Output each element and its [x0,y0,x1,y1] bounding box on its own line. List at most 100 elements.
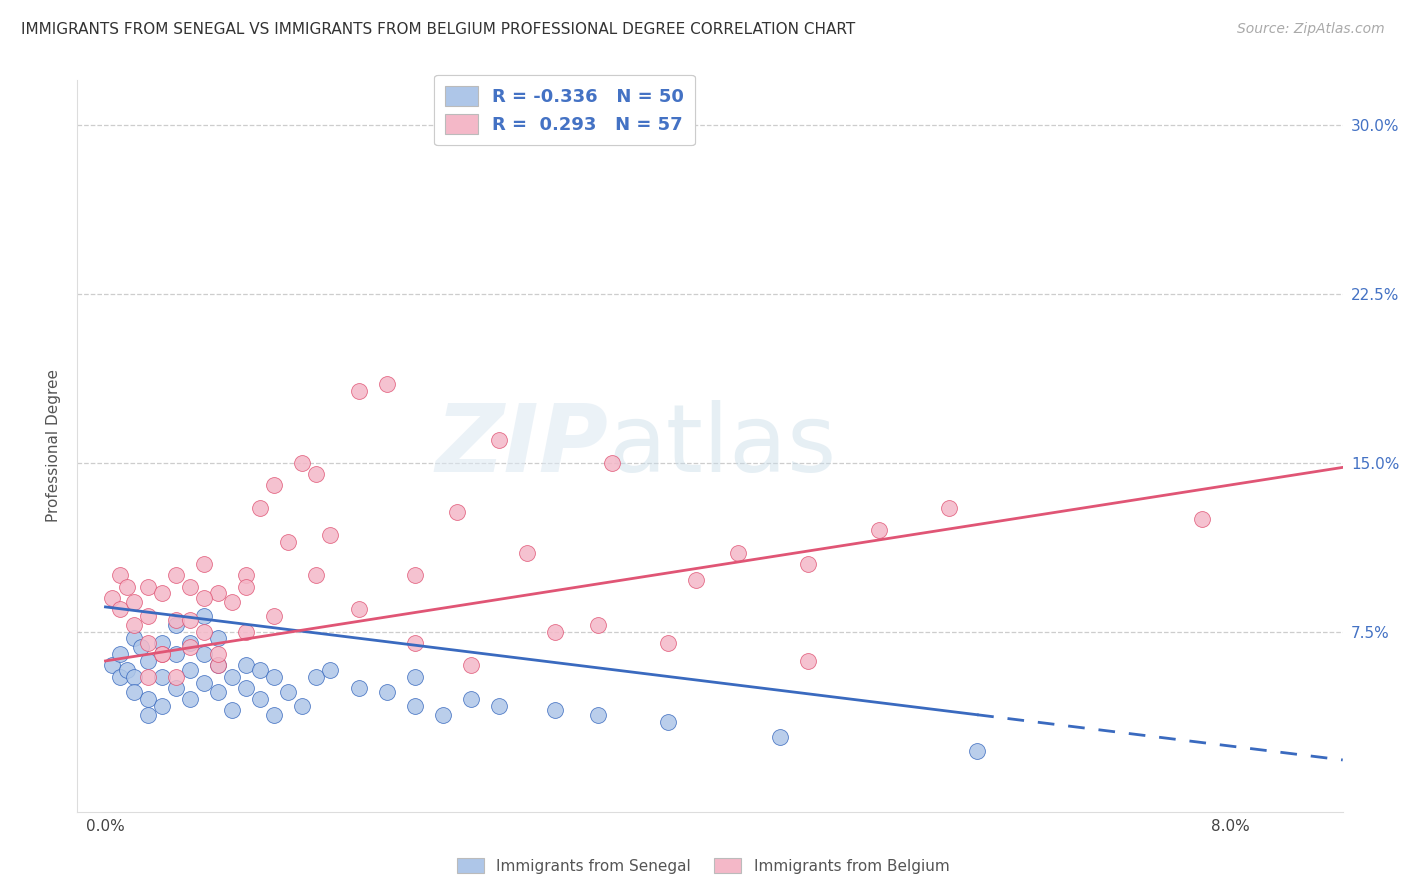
Point [150,636,173,650]
Point [207,658,229,673]
Point [193,647,215,661]
Point [165,647,187,661]
Text: IMMIGRANTS FROM SENEGAL VS IMMIGRANTS FROM BELGIUM PROFESSIONAL DEGREE CORRELATI: IMMIGRANTS FROM SENEGAL VS IMMIGRANTS FR… [21,22,855,37]
Point [685,573,707,587]
Text: ZIP: ZIP [436,400,609,492]
Point [165,681,187,695]
Point [797,654,820,668]
Point [150,647,173,661]
Point [263,708,285,723]
Point [263,478,285,492]
Point [150,698,173,713]
Point [544,703,567,717]
Point [136,636,159,650]
Point [115,580,138,594]
Point [347,681,370,695]
Point [657,714,679,729]
Point [136,692,159,706]
Point [404,636,426,650]
Point [404,568,426,582]
Point [136,580,159,594]
Point [305,467,328,482]
Point [375,685,398,699]
Point [235,580,257,594]
Point [108,568,131,582]
Point [347,384,370,398]
Point [165,568,187,582]
Point [193,624,215,639]
Point [263,608,285,623]
Point [319,528,342,542]
Point [179,640,201,655]
Point [460,692,482,706]
Point [193,608,215,623]
Point [108,647,131,661]
Point [122,595,145,609]
Point [868,524,890,538]
Point [235,681,257,695]
Point [193,557,215,571]
Point [122,618,145,632]
Point [165,614,187,628]
Point [108,670,131,684]
Point [657,636,679,650]
Point [488,698,510,713]
Point [150,647,173,661]
Point [291,456,314,470]
Point [488,434,510,448]
Text: Source: ZipAtlas.com: Source: ZipAtlas.com [1237,22,1385,37]
Point [207,632,229,646]
Point [136,654,159,668]
Point [769,731,792,745]
Point [375,377,398,392]
Point [179,614,201,628]
Point [938,500,960,515]
Point [446,505,468,519]
Point [305,670,328,684]
Point [101,591,124,605]
Point [207,685,229,699]
Point [179,692,201,706]
Point [150,670,173,684]
Legend: Immigrants from Senegal, Immigrants from Belgium: Immigrants from Senegal, Immigrants from… [450,852,956,880]
Point [179,663,201,677]
Point [221,595,243,609]
Point [432,708,454,723]
Point [165,618,187,632]
Point [727,546,749,560]
Point [136,670,159,684]
Point [150,586,173,600]
Point [193,676,215,690]
Point [586,708,609,723]
Point [115,663,138,677]
Point [291,698,314,713]
Point [179,636,201,650]
Point [179,580,201,594]
Point [404,698,426,713]
Point [235,658,257,673]
Point [249,663,271,677]
Point [1191,512,1213,526]
Point [136,708,159,723]
Point [460,658,482,673]
Point [586,618,609,632]
Point [122,685,145,699]
Point [101,658,124,673]
Point [544,624,567,639]
Point [108,602,131,616]
Point [404,670,426,684]
Point [966,744,988,758]
Point [263,670,285,684]
Point [797,557,820,571]
Point [207,586,229,600]
Point [129,640,152,655]
Legend: R = -0.336   N = 50, R =  0.293   N = 57: R = -0.336 N = 50, R = 0.293 N = 57 [434,75,695,145]
Point [319,663,342,677]
Y-axis label: Professional Degree: Professional Degree [46,369,62,523]
Point [347,602,370,616]
Point [122,632,145,646]
Point [221,703,243,717]
Point [235,568,257,582]
Point [165,670,187,684]
Point [207,647,229,661]
